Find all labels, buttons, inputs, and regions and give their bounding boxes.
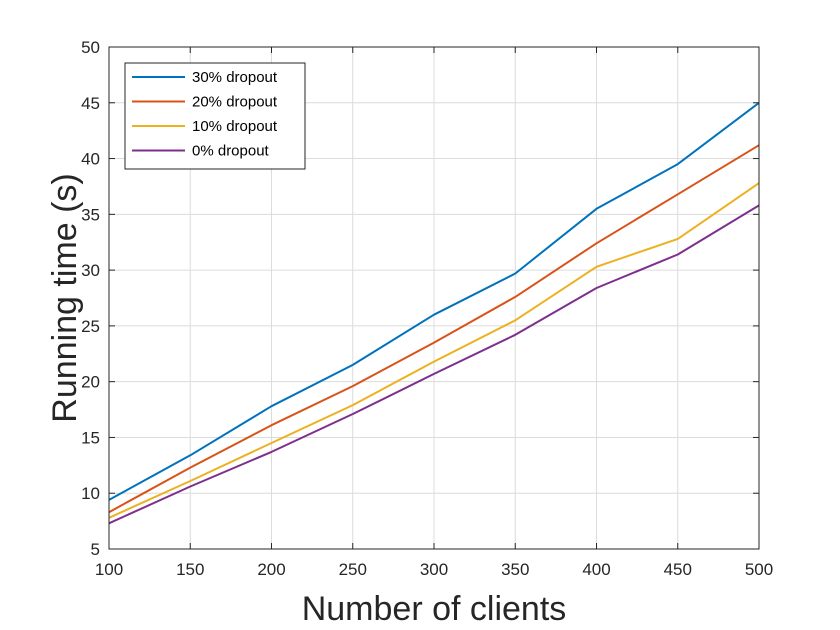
x-tick-label: 100 [95, 560, 123, 579]
series-line-3 [108, 204, 760, 525]
legend-label: 30% dropout [192, 69, 278, 86]
y-tick-label: 45 [81, 94, 100, 113]
legend-label: 10% dropout [192, 118, 278, 135]
x-tick-label: 350 [501, 560, 529, 579]
y-tick-label: 30 [81, 261, 100, 280]
series-line-2 [108, 182, 760, 519]
legend-label: 20% dropout [192, 94, 278, 111]
y-tick-label: 40 [81, 150, 100, 169]
y-tick-label: 25 [81, 317, 100, 336]
y-tick-label: 50 [81, 38, 100, 57]
x-tick-label: 250 [339, 560, 367, 579]
y-tick-label: 15 [81, 428, 100, 447]
y-tick-label: 5 [91, 540, 100, 559]
x-tick-label: 500 [745, 560, 773, 579]
series-line-1 [108, 144, 760, 514]
x-tick-label: 300 [420, 560, 448, 579]
y-axis-title: Running time (s) [46, 173, 84, 422]
series-line-0 [108, 102, 760, 501]
y-tick-label: 10 [81, 484, 100, 503]
tick-labels: 100 150 200 250 300 350 400 450 500 5 10 15 20 25 30 35… [81, 38, 773, 579]
series-layer [108, 102, 760, 525]
x-axis-title: Number of clients [302, 590, 567, 628]
ticks [108, 46, 760, 550]
y-tick-label: 35 [81, 205, 100, 224]
x-tick-label: 150 [176, 560, 204, 579]
x-tick-label: 200 [257, 560, 285, 579]
legend: 30% dropout 20% dropout 10% dropout 0% drop… [124, 62, 306, 170]
x-tick-label: 450 [664, 560, 692, 579]
y-tick-label: 20 [81, 373, 100, 392]
x-tick-label: 400 [582, 560, 610, 579]
legend-label: 0% dropout [192, 143, 270, 160]
